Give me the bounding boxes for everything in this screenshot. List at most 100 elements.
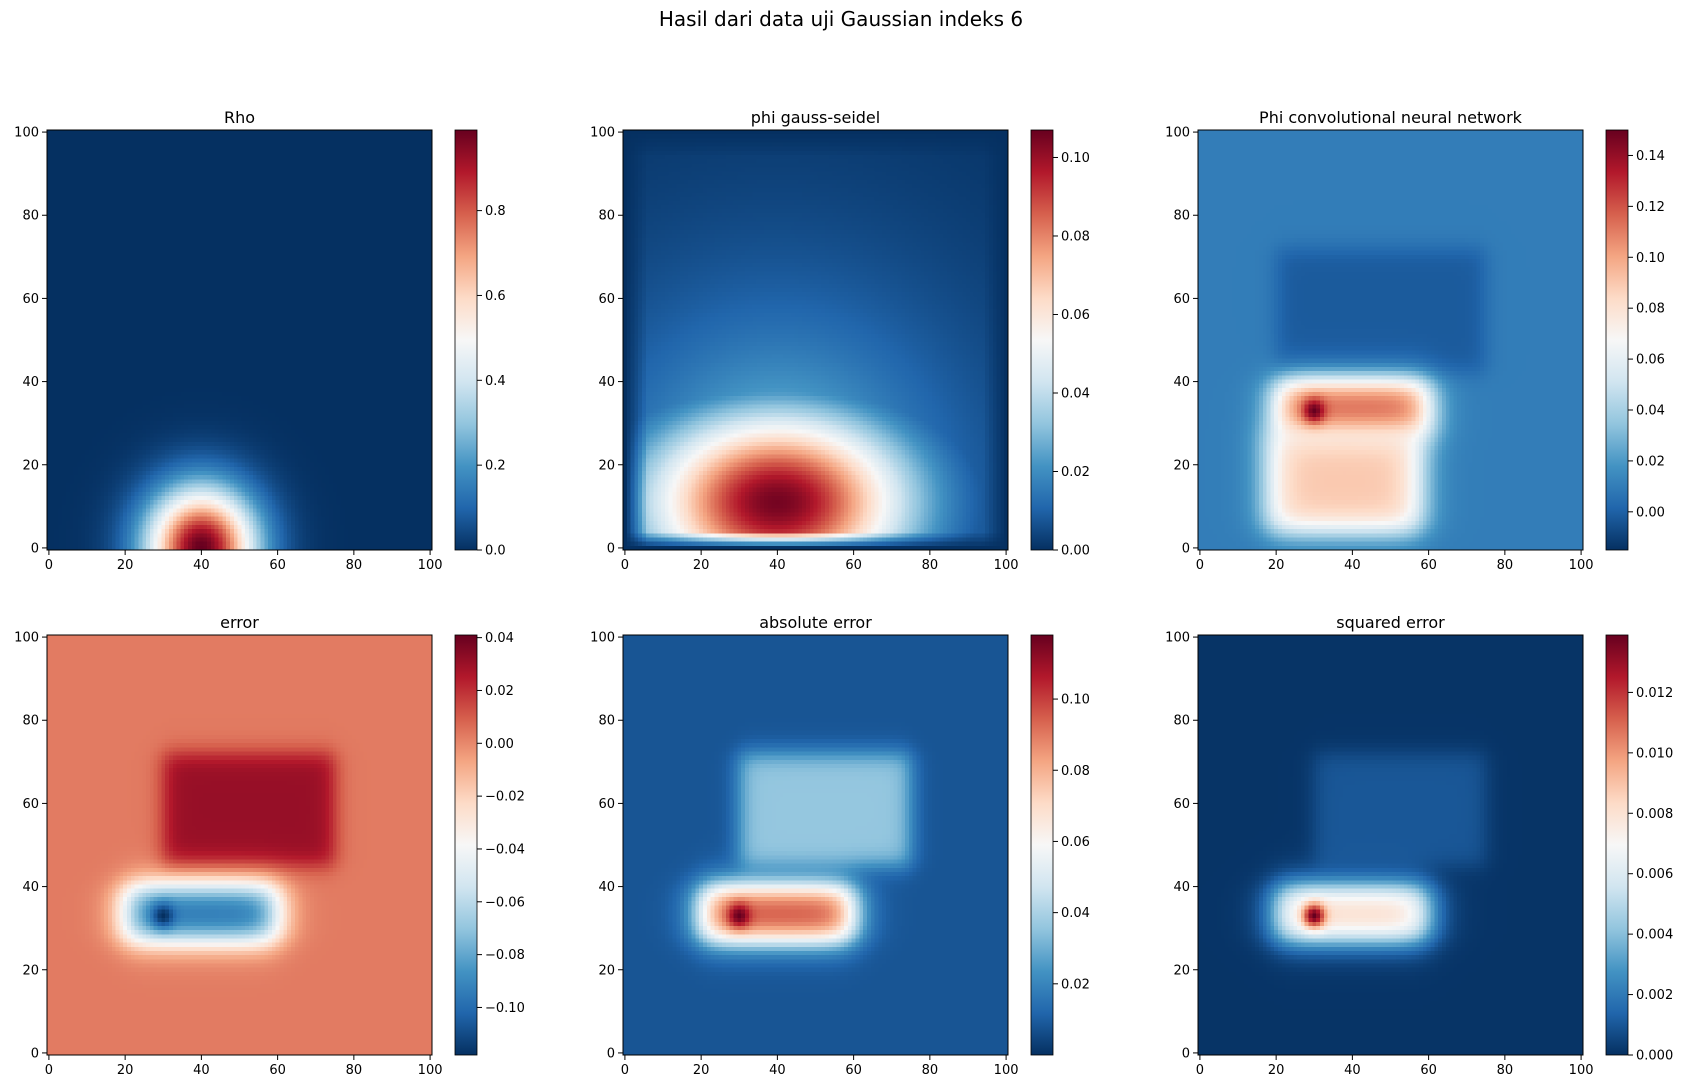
panel-phi-gauss-seidel: phi gauss-seidel 0 20 40 60 80 100 0 20 40 60 80 100…	[590, 108, 1090, 573]
x-tick-label: 40	[769, 1063, 786, 1078]
x-tick-label: 20	[117, 558, 134, 573]
y-tick-label: 100	[590, 631, 615, 646]
panel-title: phi gauss-seidel	[751, 108, 880, 127]
colorbar-tick-label: 0.10	[1061, 693, 1090, 708]
y-tick-label: 40	[1173, 375, 1190, 390]
colorbar-tick-label: 0.14	[1636, 149, 1665, 164]
y-tick-label: 80	[1173, 714, 1190, 729]
figure-suptitle: Hasil dari data uji Gaussian indeks 6	[659, 7, 1023, 31]
x-tick-label: 20	[1268, 558, 1285, 573]
colorbar	[454, 129, 478, 551]
colorbar-tick-label: 0.00	[485, 737, 514, 752]
x-tick-label: 100	[994, 1063, 1019, 1078]
y-tick-label: 20	[1173, 963, 1190, 978]
y-tick-label: 80	[22, 714, 39, 729]
plot-frame	[46, 129, 433, 551]
x-tick-label: 80	[922, 558, 939, 573]
colorbar-tick-label: 0.4	[485, 374, 506, 389]
heatmap-image	[47, 130, 432, 550]
y-tick-label: 0	[31, 1046, 39, 1061]
panel-rho: Rho 0 20 40 60 80 100 0 20 40 60 80 100 0.0 0.2 0.4 0.6 0…	[14, 108, 506, 573]
colorbar-tick-label: 0.02	[485, 684, 514, 699]
x-tick-label: 0	[1196, 558, 1204, 573]
x-tick-label: 40	[193, 558, 210, 573]
colorbar-tick-label: 0.10	[1636, 251, 1665, 266]
y-tick-label: 60	[1173, 797, 1190, 812]
colorbar-tick-label: −0.06	[485, 895, 525, 910]
colorbar-tick-label: 0.04	[485, 631, 514, 646]
colorbar-tick-label: 0.08	[1061, 229, 1090, 244]
panel-title: absolute error	[759, 613, 872, 632]
panel-title: error	[220, 613, 259, 632]
panel-phi-convolutional-neural-network: Phi convolutional neural network 0 20 40 60 8…	[1165, 108, 1665, 573]
y-tick-label: 80	[598, 209, 615, 224]
colorbar-tick-label: 0.04	[1061, 906, 1090, 921]
x-tick-label: 60	[1420, 558, 1437, 573]
x-tick-label: 20	[117, 1063, 134, 1078]
plot-frame	[1197, 634, 1584, 1056]
x-tick-label: 40	[193, 1063, 210, 1078]
heatmap-image	[47, 635, 432, 1055]
x-tick-label: 100	[994, 558, 1019, 573]
y-tick-label: 20	[1173, 458, 1190, 473]
x-tick-label: 0	[45, 1063, 53, 1078]
colorbar-tick-label: 0.04	[1061, 386, 1090, 401]
x-tick-label: 0	[45, 558, 53, 573]
colorbar	[1605, 129, 1629, 551]
plot-frame	[622, 634, 1009, 1056]
y-tick-label: 60	[22, 292, 39, 307]
x-tick-label: 100	[1569, 1063, 1594, 1078]
y-tick-label: 0	[1182, 541, 1190, 556]
y-tick-label: 0	[1182, 1046, 1190, 1061]
x-tick-label: 100	[418, 558, 443, 573]
x-tick-label: 40	[1344, 558, 1361, 573]
panel-title: Phi convolutional neural network	[1259, 108, 1523, 127]
x-tick-label: 0	[1196, 1063, 1204, 1078]
y-tick-label: 60	[1173, 292, 1190, 307]
colorbar	[1030, 634, 1054, 1056]
colorbar	[1030, 129, 1054, 551]
colorbar-tick-label: 0.004	[1636, 928, 1673, 943]
colorbar-tick-label: 0.04	[1636, 404, 1665, 419]
y-tick-label: 20	[598, 963, 615, 978]
y-tick-label: 0	[607, 1046, 615, 1061]
y-tick-label: 40	[598, 880, 615, 895]
y-tick-label: 80	[598, 714, 615, 729]
y-tick-label: 20	[22, 458, 39, 473]
x-tick-label: 60	[269, 558, 286, 573]
colorbar-tick-label: 0.010	[1636, 746, 1673, 761]
colorbar-tick-label: 0.12	[1636, 200, 1665, 215]
x-tick-label: 0	[621, 1063, 629, 1078]
x-tick-label: 0	[621, 558, 629, 573]
heatmap-panels: Rho 0 20 40 60 80 100 0 20 40 60 80 100 0.0 0.2 0.4 0.6 0…	[14, 108, 1673, 1078]
y-tick-label: 80	[1173, 209, 1190, 224]
colorbar-tick-label: −0.08	[485, 948, 525, 963]
x-tick-label: 20	[693, 1063, 710, 1078]
colorbar-tick-label: 0.008	[1636, 807, 1673, 822]
x-tick-label: 40	[1344, 1063, 1361, 1078]
x-tick-label: 80	[346, 558, 363, 573]
colorbar-tick-label: 0.08	[1636, 302, 1665, 317]
colorbar-tick-label: 0.10	[1061, 151, 1090, 166]
plot-frame	[1197, 129, 1584, 551]
x-tick-label: 60	[269, 1063, 286, 1078]
colorbar-tick-label: 0.00	[1636, 505, 1665, 520]
colorbar-tick-label: 0.02	[1061, 465, 1090, 480]
y-tick-label: 60	[598, 797, 615, 812]
colorbar-tick-label: 0.00	[1061, 544, 1090, 559]
y-tick-label: 80	[22, 209, 39, 224]
y-tick-label: 20	[22, 963, 39, 978]
panel-title: squared error	[1336, 613, 1445, 632]
colorbar-tick-label: −0.02	[485, 790, 525, 805]
x-tick-label: 100	[1569, 558, 1594, 573]
x-tick-label: 80	[922, 1063, 939, 1078]
colorbar-tick-label: 0.06	[1061, 835, 1090, 850]
plot-frame	[622, 129, 1009, 551]
x-tick-label: 100	[418, 1063, 443, 1078]
x-tick-label: 60	[1420, 1063, 1437, 1078]
colorbar-tick-label: 0.02	[1061, 977, 1090, 992]
y-tick-label: 40	[598, 375, 615, 390]
y-tick-label: 60	[22, 797, 39, 812]
colorbar-tick-label: 0.06	[1061, 308, 1090, 323]
